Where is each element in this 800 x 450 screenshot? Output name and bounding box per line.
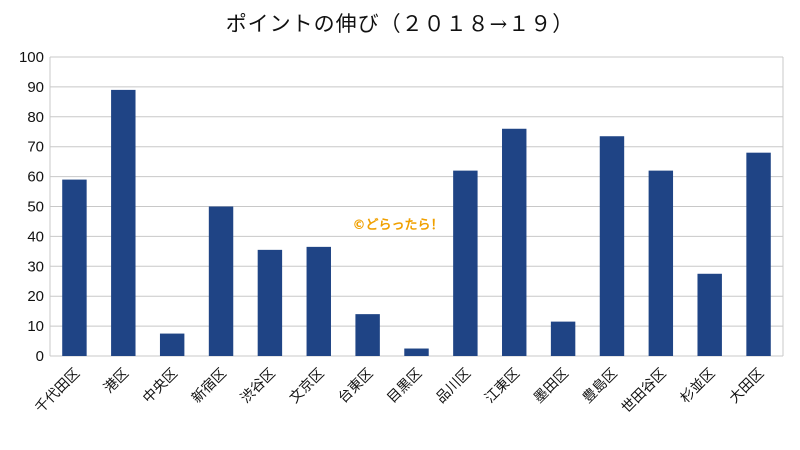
- y-tick-label: 40: [27, 228, 44, 245]
- bars: [62, 89, 771, 356]
- x-tick-label: 中央区: [140, 366, 181, 407]
- bar-5: [257, 249, 283, 356]
- x-tick-label: 品川区: [433, 366, 474, 407]
- bar-7: [355, 314, 380, 356]
- bar-9: [453, 170, 478, 356]
- x-tick-label: 世田谷区: [619, 366, 670, 417]
- watermark: ©どらったら！: [352, 218, 443, 233]
- x-tick-label: 大田区: [726, 366, 767, 407]
- y-tick-label: 0: [36, 348, 44, 365]
- bar-4: [208, 206, 234, 356]
- x-tick-label: 江東区: [482, 366, 523, 407]
- bar-13: [648, 170, 674, 356]
- x-tick-label: 台東区: [335, 366, 376, 407]
- bar-6: [306, 246, 331, 356]
- y-tick-label: 70: [27, 139, 44, 156]
- y-tick-label: 90: [27, 79, 44, 96]
- grid-lines: [49, 56, 784, 357]
- y-tick-label: 50: [27, 199, 44, 216]
- y-tick-label: 10: [27, 318, 44, 335]
- x-tick-label: 墨田区: [531, 366, 572, 407]
- y-tick-label: 80: [27, 109, 44, 126]
- y-tick-label: 60: [27, 169, 44, 186]
- bar-12: [599, 136, 625, 356]
- chart-title: ポイントの伸び（２０１８→１９）: [225, 12, 575, 36]
- x-tick-label: 千代田区: [32, 366, 83, 417]
- bar-15: [746, 152, 771, 356]
- bar-8: [404, 348, 429, 356]
- x-tick-label: 渋谷区: [238, 366, 279, 407]
- x-tick-label: 目黒区: [384, 366, 425, 407]
- bar-14: [697, 273, 722, 356]
- bar-10: [502, 128, 527, 356]
- y-tick-label: 30: [27, 258, 44, 275]
- bar-3: [159, 333, 185, 356]
- x-tick-label: 新宿区: [188, 365, 230, 407]
- x-tick-label: 豊島区: [580, 366, 621, 407]
- x-tick-label: 杉並区: [678, 366, 719, 407]
- y-tick-label: 20: [27, 288, 44, 305]
- x-tick-label: 文京区: [287, 366, 328, 407]
- x-tick-label: 港区: [101, 366, 132, 397]
- bar-2: [111, 89, 136, 356]
- y-tick-labels: 0 10 20 30 40 50 60 70 80 90 100: [19, 49, 44, 365]
- bar-1: [62, 179, 87, 356]
- bar-11: [550, 321, 576, 356]
- y-tick-label: 100: [19, 49, 44, 66]
- x-tick-labels: 千代田区 港区 中央区 新宿区 渋谷区 文京区 台東区 目黒区 品川区 江東区 墨田区 豊島区世田谷区…: [32, 365, 767, 417]
